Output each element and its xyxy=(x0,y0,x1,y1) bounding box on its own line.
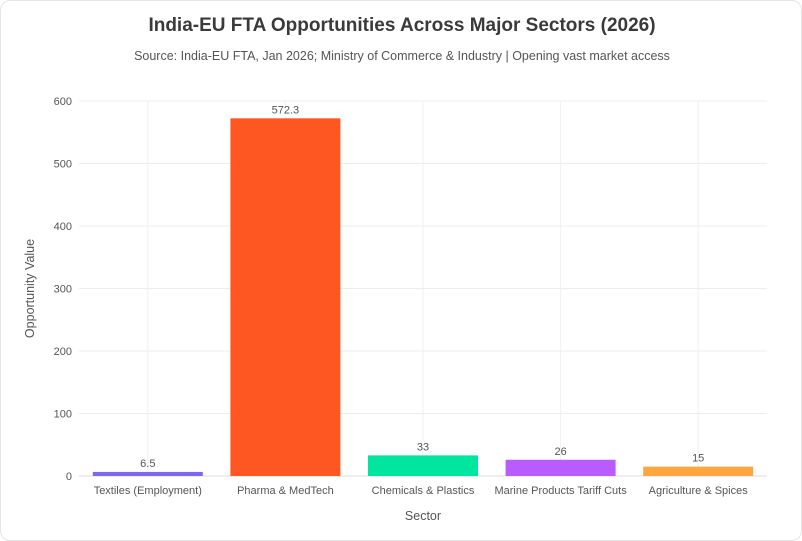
y-tick-label: 0 xyxy=(66,471,72,483)
bar xyxy=(230,118,341,476)
bar xyxy=(643,466,754,476)
x-tick-label: Marine Products Tariff Cuts xyxy=(494,485,627,497)
x-tick-label: Textiles (Employment) xyxy=(94,485,202,497)
data-label: 15 xyxy=(692,453,704,465)
data-label: 572.3 xyxy=(272,104,300,116)
data-label: 6.5 xyxy=(140,458,155,470)
y-tick-label: 200 xyxy=(54,346,72,358)
y-tick-label: 500 xyxy=(54,159,72,171)
data-label: 26 xyxy=(554,446,566,458)
bar xyxy=(368,455,478,476)
bar xyxy=(92,471,203,476)
data-label: 33 xyxy=(417,441,429,453)
chart-subtitle: Source: India-EU FTA, Jan 2026; Ministry… xyxy=(134,49,670,63)
bars xyxy=(92,118,754,476)
y-tick-label: 600 xyxy=(54,96,72,108)
x-tick-label: Pharma & MedTech xyxy=(237,485,334,497)
value-labels: 6.5 572.3 33 26 15 xyxy=(140,104,704,470)
y-tick-label: 100 xyxy=(54,409,72,421)
x-tick-label: Agriculture & Spices xyxy=(649,485,749,497)
x-axis-title: Sector xyxy=(405,509,441,523)
chart-title: India-EU FTA Opportunities Across Major … xyxy=(148,15,656,36)
y-tick-label: 300 xyxy=(54,284,72,296)
y-axis-ticks: 0 100 200 300 400 500 600 xyxy=(54,96,72,483)
x-axis-ticks: Textiles (Employment) Pharma & MedTech Che… xyxy=(94,485,749,497)
x-tick-label: Chemicals & Plastics xyxy=(372,485,475,497)
y-tick-label: 400 xyxy=(54,221,72,233)
grid-lines xyxy=(79,100,767,477)
bar xyxy=(505,459,616,476)
y-axis-title: Opportunity Value xyxy=(23,239,37,338)
